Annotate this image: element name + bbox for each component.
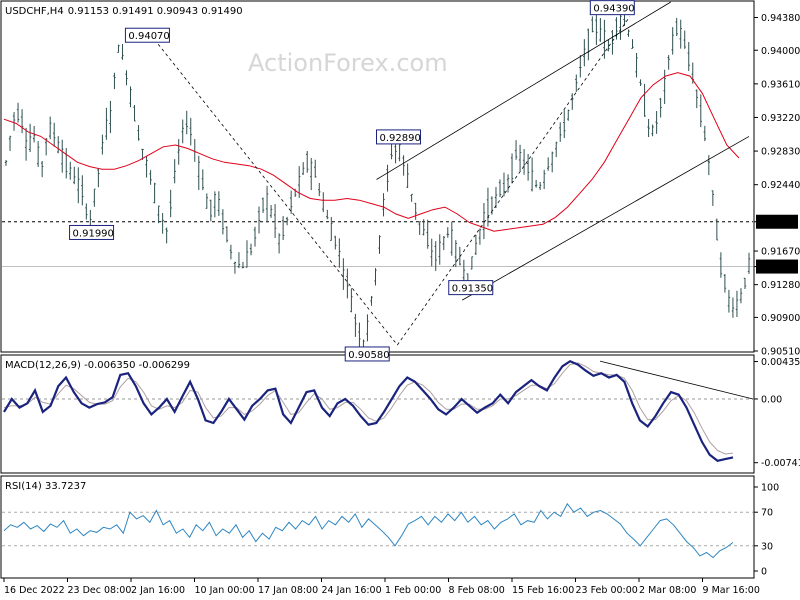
price-tick-label: 0.91670 xyxy=(761,247,800,258)
channel-lower xyxy=(461,136,750,301)
macd-trendline xyxy=(599,360,754,400)
annotation-label: 0.90580 xyxy=(348,350,389,361)
macd-main-line xyxy=(3,359,734,462)
macd-tick-label: -0.007417 xyxy=(761,458,800,469)
time-tick-label: 23 Dec 08:00 xyxy=(68,585,132,596)
rsi-tick-label: 70 xyxy=(761,508,773,519)
time-tick-label: 9 Mar 16:00 xyxy=(703,585,760,596)
time-tick-label: 15 Feb 16:00 xyxy=(512,585,574,596)
rsi-line xyxy=(3,502,734,559)
price-panel xyxy=(0,0,755,353)
annotation-box xyxy=(376,129,421,145)
rsi-lines xyxy=(3,502,734,559)
price-candles xyxy=(4,8,751,360)
price-axis: 0.94380 0.94000 0.93610 0.93220 0.92830 0.924… xyxy=(754,13,800,358)
macd-signal-line xyxy=(3,362,734,455)
symbol-text: USDCHF,H4 xyxy=(5,6,64,17)
symbol-label: USDCHF,H4 0.91153 0.91491 0.90943 0.91490 xyxy=(5,6,243,17)
price-tick-label: 0.92440 xyxy=(761,180,800,191)
time-tick-label: 2 Mar 08:00 xyxy=(639,585,696,596)
watermark: ActionForex.com xyxy=(248,49,448,77)
price-tick-label: 0.92830 xyxy=(761,147,800,158)
time-tick-label: 8 Feb 08:00 xyxy=(449,585,505,596)
annotation-box xyxy=(69,224,115,240)
rsi-title: RSI(14) 33.7237 xyxy=(5,481,86,492)
rsi-axis: 100 70 30 0 xyxy=(2,483,779,578)
price-tick-label: 0.90900 xyxy=(761,313,800,324)
annotation-label: 0.92890 xyxy=(380,133,421,144)
moving-average-polyline xyxy=(3,72,740,232)
annotation-box xyxy=(448,280,494,296)
annotation-box xyxy=(589,0,635,16)
moving-average-line xyxy=(3,72,740,232)
time-tick-label: 1 Feb 00:00 xyxy=(385,585,441,596)
price-tick-label: 0.92010 xyxy=(757,217,796,228)
time-tick-label: 10 Jan 00:00 xyxy=(195,585,255,596)
time-tick-label: 17 Jan 08:00 xyxy=(258,585,318,596)
annotation-box xyxy=(344,346,390,362)
macd-title: MACD(12,26,9) -0.006350 -0.006299 xyxy=(5,360,190,371)
time-axis: 16 Dec 2022 23 Dec 08:00 2 Jan 16:00 10 Jan… xyxy=(3,578,760,596)
trendlines xyxy=(157,1,750,346)
time-tick-label: 16 Dec 2022 xyxy=(4,585,65,596)
macd-panel xyxy=(0,354,755,474)
price-tick-label: 0.94380 xyxy=(761,13,800,24)
price-tick-label: 0.93610 xyxy=(761,79,800,90)
price-tick-label: 0.91280 xyxy=(761,280,800,291)
level-price-box xyxy=(756,214,798,229)
trendline-dashed-down xyxy=(157,43,398,346)
annotation-label: 0.91350 xyxy=(452,284,493,295)
current-price-box xyxy=(756,259,798,274)
annotation-label: 0.94390 xyxy=(593,4,634,15)
price-level-lines xyxy=(2,221,753,268)
macd-axis: 0.004354 0.00 -0.007417 xyxy=(2,357,800,469)
time-tick-label: 2 Jan 16:00 xyxy=(131,585,185,596)
price-tick-label: 0.90510 xyxy=(761,347,800,358)
price-tick-label: 0.91490 xyxy=(757,262,796,273)
rsi-tick-label: 0 xyxy=(761,567,767,578)
trendline-dashed-up xyxy=(397,16,631,346)
time-tick-label: 23 Feb 00:00 xyxy=(576,585,638,596)
ohlc-text: 0.91153 0.91491 0.90943 0.91490 xyxy=(68,6,243,17)
annotation-box xyxy=(124,27,170,43)
price-tick-label: 0.93220 xyxy=(761,113,800,124)
annotation-label: 0.94070 xyxy=(128,31,169,42)
macd-tick-label: 0.004354 xyxy=(761,357,800,368)
rsi-tick-label: 100 xyxy=(761,483,779,494)
time-tick-label: 24 Jan 16:00 xyxy=(322,585,382,596)
price-tick-label: 0.94000 xyxy=(761,46,800,57)
price-annotations: 0.94070 0.91990 0.92890 0.90580 0.91350 0.943… xyxy=(69,0,635,362)
annotation-label: 0.91990 xyxy=(73,228,114,239)
rsi-tick-label: 30 xyxy=(761,541,773,552)
channel-upper xyxy=(376,1,671,180)
macd-lines xyxy=(3,359,754,462)
macd-tick-label: 0.00 xyxy=(761,394,782,405)
